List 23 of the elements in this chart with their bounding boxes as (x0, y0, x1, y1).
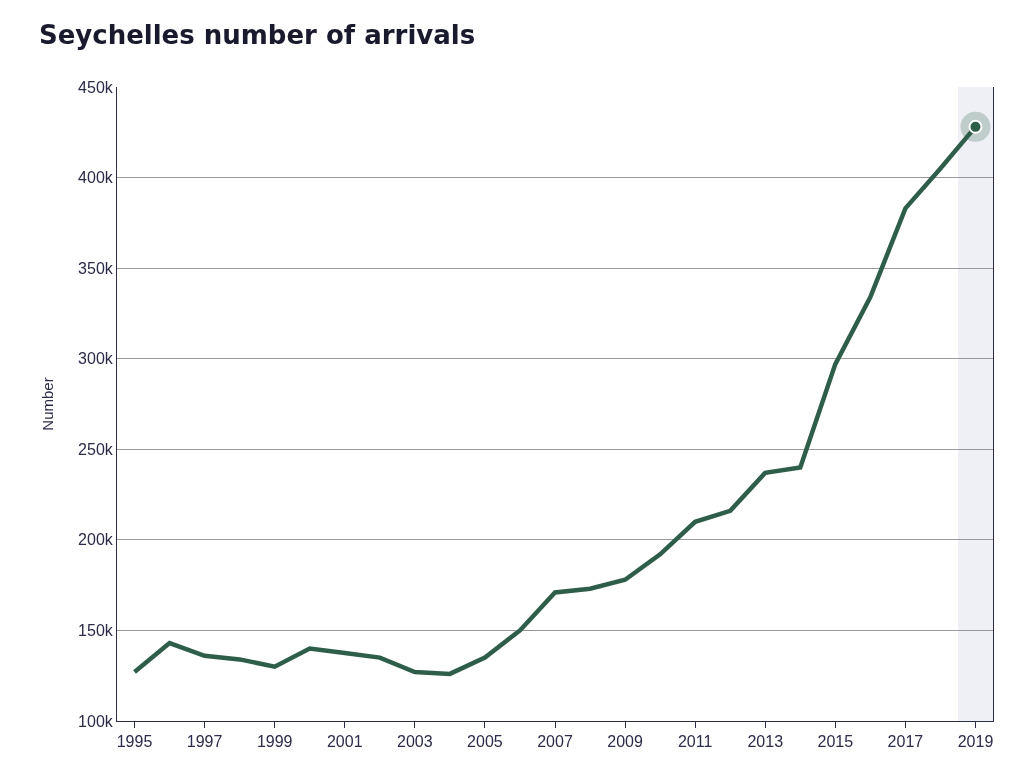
chart-title: Seychelles number of arrivals (38, 20, 476, 51)
y-tick-label: 300k (78, 350, 114, 368)
x-tick-label: 2007 (537, 733, 573, 751)
y-tick-label: 150k (78, 622, 114, 640)
y-tick-label: 400k (78, 169, 114, 187)
x-tick-label: 2017 (887, 733, 924, 751)
y-tick-label: 200k (78, 531, 114, 549)
x-tick-label: 2019 (957, 733, 994, 751)
x-tick-label: 1997 (186, 733, 223, 751)
x-tick-label: 2005 (467, 733, 503, 751)
y-axis-title: Number (39, 377, 57, 431)
y-tick-label: 250k (78, 440, 114, 458)
x-tick-label: 1995 (116, 733, 153, 751)
y-tick-label: 350k (78, 259, 114, 277)
x-tick-label: 2001 (326, 733, 363, 751)
x-tick-label: 2003 (397, 733, 433, 751)
y-tick-label: 450k (78, 78, 114, 96)
x-tick-label: 2013 (747, 733, 784, 751)
y-tick-label: 100k (78, 712, 114, 730)
x-tick-label: 2011 (677, 733, 713, 751)
x-tick-label: 2009 (607, 733, 643, 751)
x-tick-label: 1999 (256, 733, 293, 751)
x-tick-label: 2015 (817, 733, 854, 751)
